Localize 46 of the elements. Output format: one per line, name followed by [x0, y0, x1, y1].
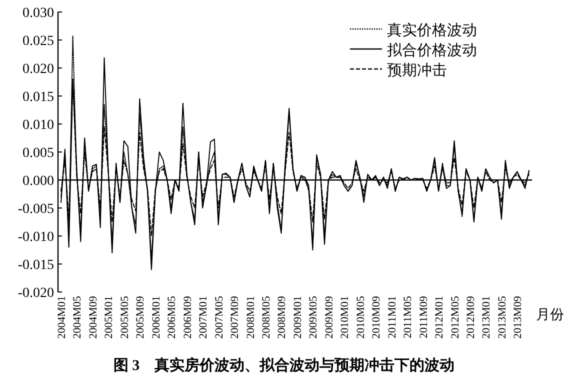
legend-label: 拟合价格波动	[387, 42, 477, 59]
x-tick-label: 2009M01	[292, 296, 304, 339]
x-tick-label: 2007M01	[198, 296, 210, 339]
x-tick-label: 2012M01	[434, 296, 446, 339]
x-tick-label: 2006M01	[150, 296, 162, 339]
text: 图 3 真实房价波动、拟合波动与预期冲击下的波动	[113, 356, 455, 374]
x-tick-label: 2006M05	[166, 296, 178, 339]
y-tick-label: 0.005	[22, 146, 54, 161]
x-tick-label: 2009M09	[323, 296, 336, 339]
x-tick-label: 2012M09	[465, 296, 478, 339]
y-tick-label: 0.030	[22, 6, 54, 21]
x-tick-label: 2013M09	[512, 296, 524, 339]
x-tick-label: 2011M05	[402, 296, 414, 338]
x-tick-label: 2004M05	[72, 296, 84, 339]
y-tick-label: -0.015	[18, 258, 54, 273]
y-tick-label: 0.020	[22, 62, 54, 77]
y-tick-label: 0.010	[22, 118, 54, 133]
x-tick-label: 2008M01	[244, 296, 257, 339]
x-tick-label: 2010M05	[354, 296, 367, 339]
x-tick-label: 2007M05	[213, 296, 226, 339]
x-tick-label: 2009M05	[308, 296, 320, 339]
x-axis-title: 月份	[536, 307, 564, 323]
y-tick-label: -0.020	[18, 286, 54, 301]
x-tick-label: 2008M05	[260, 296, 273, 339]
x-tick-label: 2004M01	[56, 296, 68, 339]
x-tick-label: 2010M09	[370, 296, 383, 339]
y-tick-label: 0.015	[22, 90, 54, 105]
y-tick-label: 0.025	[22, 34, 54, 49]
x-tick-label: 2006M09	[182, 296, 194, 339]
x-tick-label: 2007M09	[229, 296, 242, 339]
legend-label: 预期冲击	[387, 62, 447, 79]
y-tick-label: -0.010	[18, 230, 54, 245]
x-tick-label: 2004M09	[87, 296, 100, 339]
x-tick-label: 2012M05	[449, 296, 462, 339]
x-tick-label: 2010M01	[339, 296, 352, 339]
x-tick-label: 2013M01	[480, 296, 493, 339]
y-tick-label: -0.005	[18, 202, 54, 217]
x-tick-label: 2005M01	[103, 296, 116, 339]
y-tick-label: 0.000	[22, 174, 54, 189]
x-tick-label: 2005M09	[134, 296, 147, 339]
legend-label: 真实价格波动	[387, 22, 477, 39]
x-tick-label: 2013M05	[496, 296, 508, 339]
x-tick-label: 2011M09	[418, 296, 430, 338]
x-tick-label: 2008M09	[276, 296, 288, 339]
x-tick-label: 2005M05	[118, 296, 131, 339]
x-tick-label: 2011M01	[386, 296, 398, 338]
